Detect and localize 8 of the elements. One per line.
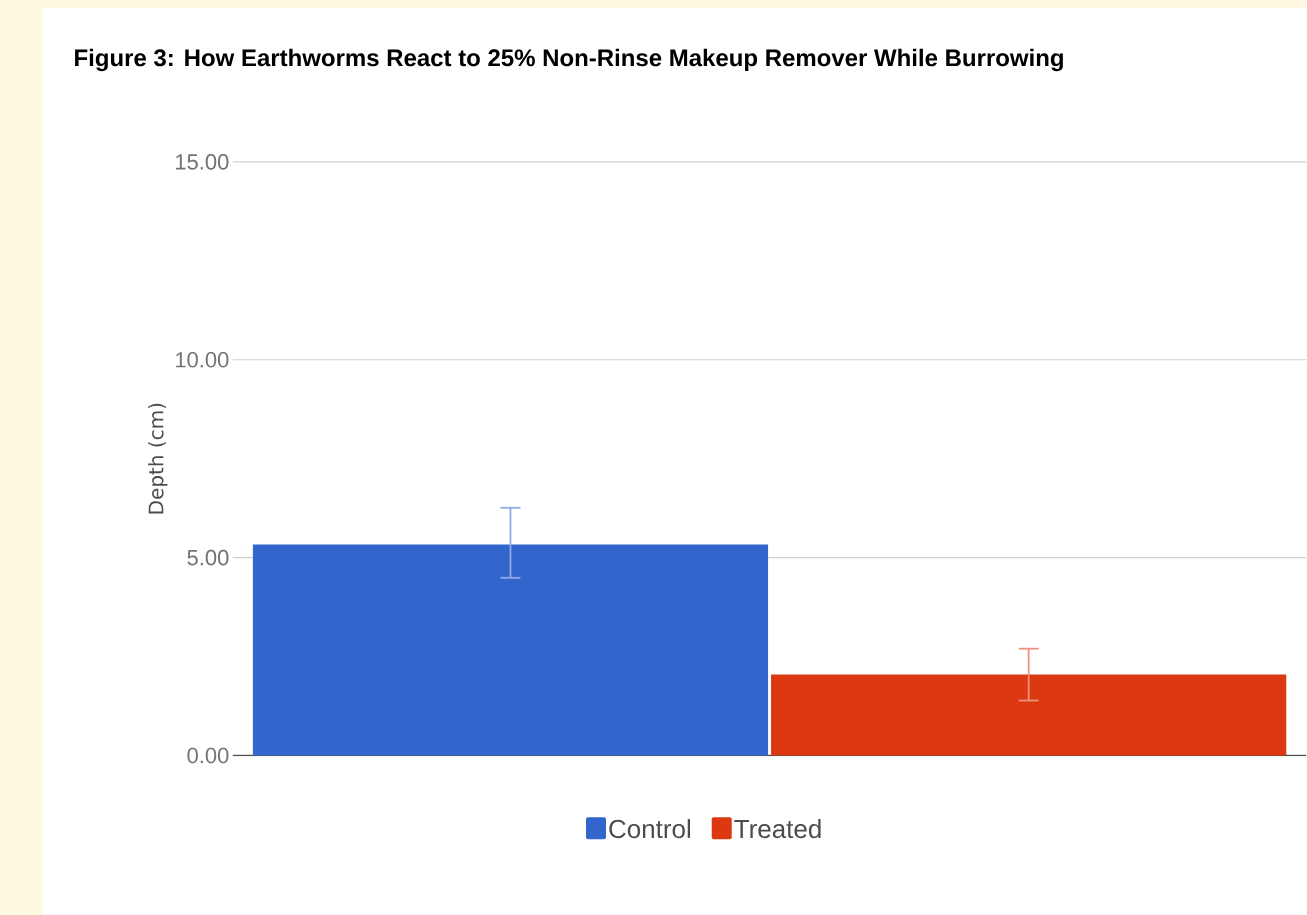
chart-title: Figure 3: How Earthworms React to 25% Non-Rinse Makeup Remover While Burrowing: [75, 48, 1063, 71]
y-axis-title: Depth (cm): [148, 403, 168, 514]
legend-label: Treated: [734, 818, 821, 838]
y-tick-label: 0.00: [187, 747, 229, 764]
legend-label: Control: [609, 818, 690, 838]
y-tick-label: 15.00: [175, 153, 229, 170]
y-tick-label: 10.00: [175, 351, 229, 368]
y-tick-label: 5.00: [187, 549, 229, 566]
